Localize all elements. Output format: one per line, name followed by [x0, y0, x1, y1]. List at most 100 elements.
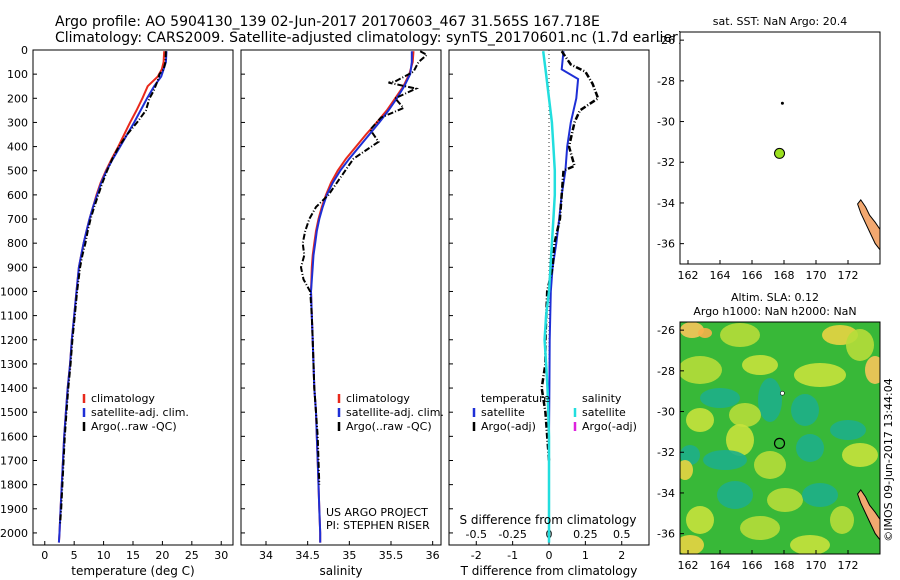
x-tick-label: 15 [126, 549, 140, 562]
x-tick-label: 168 [774, 269, 795, 282]
y-tick-label: -34 [657, 487, 675, 500]
sla-map-title-2: Argo h1000: NaN h2000: NaN [693, 305, 856, 318]
legend-heading: salinity [582, 392, 622, 405]
sla-heatmap [680, 322, 880, 554]
salinity-ticks: 34 34.5 35 35.5 36 [241, 49, 440, 562]
y-tick-label: 1900 [0, 503, 28, 516]
difference-xlabel: T difference from climatology [460, 564, 638, 578]
sla-anomaly-patch [767, 488, 803, 512]
x-tick-label: 35.5 [379, 549, 404, 562]
x-tick-label: 35 [342, 549, 356, 562]
project-annotation-2: PI: STEPHEN RISER [326, 519, 430, 532]
sla-anomaly-patch [740, 516, 780, 540]
series-line-2 [59, 51, 167, 524]
x-tick-label: 20 [155, 549, 169, 562]
y-tick-label: 1200 [0, 334, 28, 347]
x-tick-label: 36 [426, 549, 440, 562]
sla-anomaly-patch [717, 481, 753, 509]
sla-anomaly-patch [790, 535, 830, 554]
y-tick-label: -32 [657, 156, 675, 169]
sla-anomaly-patch [742, 355, 778, 375]
legend-label: Argo(-adj) [481, 420, 536, 433]
y-tick-label: 1700 [0, 454, 28, 467]
sla-anomaly-patch [830, 506, 854, 534]
sla-anomaly-patch [729, 403, 761, 427]
difference-ticks: -2 -1 0 1 2-0.5 -0.25 0 0.25 0.5 [449, 49, 631, 562]
x-tick-label: 166 [742, 269, 763, 282]
legend-label: Argo(-adj) [582, 420, 637, 433]
header-line-1: Argo profile: AO 5904130_139 02-Jun-2017… [55, 14, 600, 30]
x-tick-label: 30 [214, 549, 228, 562]
y-tick-label: -32 [657, 446, 675, 459]
y-tick-label: 500 [7, 165, 28, 178]
sla-anomaly-patch [686, 408, 714, 432]
y-tick-label: -34 [657, 197, 675, 210]
salinity-xlabel: salinity [319, 564, 362, 578]
sla-anomaly-patch [680, 356, 722, 384]
x-tick-label: 34.5 [295, 549, 320, 562]
sla-anomaly-patch [680, 535, 704, 554]
difference-panel: -2 -1 0 1 2-0.5 -0.25 0 0.25 0.5 temperaturesate… [448, 49, 650, 578]
x-tick-label: 10 [97, 549, 111, 562]
sst-map-ticks: 162 164 166 168 170 172 -26 -28 -30 -32 -34 -36 [657, 34, 858, 282]
y-tick-label: -28 [657, 365, 675, 378]
legend-label: satellite [481, 406, 525, 419]
legend-label: Argo(..raw -QC) [91, 420, 177, 433]
sla-anomaly-patch [754, 451, 786, 479]
sla-anomaly-patch [865, 356, 880, 384]
y-tick-label: -30 [657, 406, 675, 419]
legend-label: satellite-adj. clim. [91, 406, 189, 419]
y-tick-label: 1800 [0, 479, 28, 492]
y-tick-label: -26 [657, 324, 675, 337]
x-tick-label-top: 0.5 [613, 528, 631, 541]
y-tick-label: 2000 [0, 527, 28, 540]
y-tick-label: 700 [7, 213, 28, 226]
y-tick-label: 1300 [0, 358, 28, 371]
x-tick-label: 5 [71, 549, 78, 562]
sla-map-panel: Altim. SLA: 0.12 Argo h1000: NaN h2000: … [657, 291, 881, 572]
difference-xlabel-top: S difference from climatology [460, 513, 637, 527]
y-tick-label: -30 [657, 116, 675, 129]
x-tick-label: 2 [618, 549, 625, 562]
sla-anomaly-patch [720, 323, 760, 347]
sla-anomaly-patch [796, 434, 824, 462]
header-line-2: Climatology: CARS2009. Satellite-adjuste… [55, 30, 683, 46]
legend-label: climatology [91, 392, 155, 405]
salinity-series [299, 50, 429, 543]
difference-legend: temperaturesatelliteArgo(-adj)salinitysa… [472, 392, 637, 433]
y-tick-label: 1400 [0, 382, 28, 395]
previous-position-marker [780, 101, 784, 105]
x-tick-label: 166 [742, 559, 763, 572]
new-zealand-coast [857, 489, 880, 541]
x-tick-label: 164 [710, 559, 731, 572]
sla-anomaly-patch [700, 388, 740, 408]
sla-anomaly-patch [830, 420, 866, 440]
sla-anomaly-patch [842, 443, 878, 467]
x-tick-label: 164 [710, 269, 731, 282]
x-tick-label: 34 [259, 549, 273, 562]
sla-anomaly-patch [698, 328, 712, 338]
x-tick-label-top: -0.5 [466, 528, 487, 541]
y-tick-label: 600 [7, 189, 28, 202]
x-tick-label: 172 [838, 559, 859, 572]
depth-axis-labels: 0 100 200 300 400 500 600 700 800 900 1000 1100 1200… [0, 44, 37, 540]
y-tick-label: 900 [7, 261, 28, 274]
series-line-1 [57, 51, 168, 543]
x-tick-label: 170 [806, 269, 827, 282]
series-line-0 [309, 51, 415, 543]
sla-anomaly-patch [802, 483, 838, 507]
sla-anomaly-patch [726, 424, 754, 456]
legend-heading: temperature [481, 392, 550, 405]
series-line-1 [309, 51, 413, 543]
y-tick-label: 300 [7, 116, 28, 129]
legend-label: satellite [582, 406, 626, 419]
sla-map-ticks: 162 164 166 168 170 172 -26 -28 -30 -32 -34 -36 [657, 324, 858, 572]
sla-anomaly-patch [794, 363, 846, 387]
y-tick-label: 1100 [0, 310, 28, 323]
x-tick-label-top: -0.25 [498, 528, 526, 541]
y-tick-label: 100 [7, 68, 28, 81]
x-tick-label: 0 [546, 549, 553, 562]
legend-label: Argo(..raw -QC) [346, 420, 432, 433]
x-tick-label: 162 [678, 559, 699, 572]
